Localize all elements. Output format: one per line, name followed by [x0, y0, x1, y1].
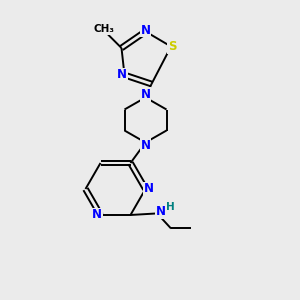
Text: CH₃: CH₃ [93, 24, 114, 34]
Text: N: N [140, 88, 151, 101]
Text: N: N [92, 208, 102, 221]
Text: N: N [117, 68, 127, 82]
Text: N: N [144, 182, 154, 196]
Text: N: N [140, 23, 151, 37]
Text: S: S [168, 40, 177, 53]
Text: N: N [155, 206, 166, 218]
Text: H: H [166, 202, 175, 212]
Text: N: N [140, 139, 151, 152]
